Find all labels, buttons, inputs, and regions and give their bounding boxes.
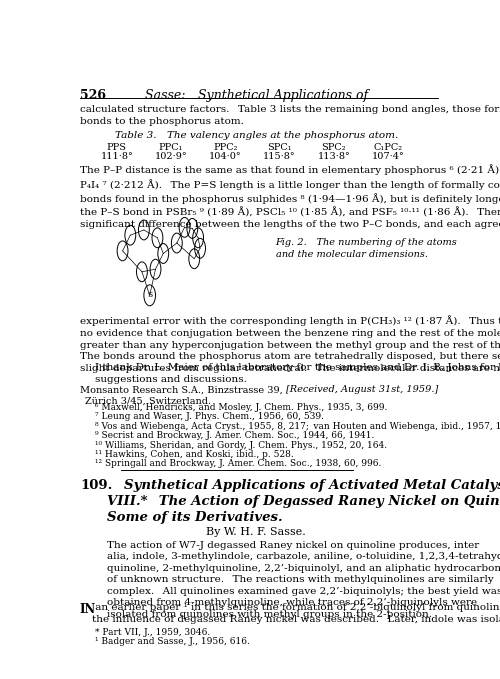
Text: By W. H. F. Sasse.: By W. H. F. Sasse. bbox=[206, 528, 306, 538]
Text: SPC₂: SPC₂ bbox=[322, 143, 346, 151]
Text: ¹¹ Hawkins, Cohen, and Koski, ibid., p. 528.: ¹¹ Hawkins, Cohen, and Koski, ibid., p. … bbox=[96, 450, 294, 459]
Text: 115·8°: 115·8° bbox=[263, 152, 296, 161]
Text: 111·8°: 111·8° bbox=[100, 152, 133, 161]
Text: SPC₁: SPC₁ bbox=[267, 143, 292, 151]
Text: PPS: PPS bbox=[107, 143, 127, 151]
Text: S: S bbox=[147, 291, 152, 299]
Text: ¹⁰ Williams, Sheridan, and Gordy, J. Chem. Phys., 1952, 20, 164.: ¹⁰ Williams, Sheridan, and Gordy, J. Che… bbox=[96, 441, 388, 449]
Text: 109.: 109. bbox=[80, 479, 112, 492]
Text: Monsanto Research S.A., Binzstrasse 39,
 Zürich 3/45, Switzerland.: Monsanto Research S.A., Binzstrasse 39, … bbox=[80, 385, 282, 406]
Text: ⁸ Vos and Wiebenga, Acta Cryst., 1955, 8, 217; van Houten and Wiebenga, ibid., 1: ⁸ Vos and Wiebenga, Acta Cryst., 1955, 8… bbox=[96, 422, 500, 431]
Text: The action of W7-J degassed Raney nickel on quinoline produces, inter
alia, indo: The action of W7-J degassed Raney nickel… bbox=[107, 541, 500, 619]
Text: [Received, August 31st, 1959.]: [Received, August 31st, 1959.] bbox=[286, 385, 438, 394]
Text: I thank Dr. L. Maier of this laboratory for the samples and Dr. I. B. Johns for : I thank Dr. L. Maier of this laboratory … bbox=[96, 363, 500, 384]
Text: ⁶ Maxwell, Hendricks, and Mosley, J. Chem. Phys., 1935, 3, 699.: ⁶ Maxwell, Hendricks, and Mosley, J. Che… bbox=[96, 403, 388, 412]
Text: 113·8°: 113·8° bbox=[318, 152, 350, 161]
Text: 104·0°: 104·0° bbox=[209, 152, 242, 161]
Text: 102·9°: 102·9° bbox=[154, 152, 188, 161]
Text: Synthetical Applications of Activated Metal Catalysts.  Part: Synthetical Applications of Activated Me… bbox=[124, 479, 500, 492]
Text: 107·4°: 107·4° bbox=[372, 152, 404, 161]
Text: IN: IN bbox=[80, 603, 96, 616]
Text: ⁹ Secrist and Brockway, J. Amer. Chem. Soc., 1944, 66, 1941.: ⁹ Secrist and Brockway, J. Amer. Chem. S… bbox=[96, 431, 375, 440]
Text: ⁷ Leung and Waser, J. Phys. Chem., 1956, 60, 539.: ⁷ Leung and Waser, J. Phys. Chem., 1956,… bbox=[96, 412, 324, 422]
Text: The P–P distance is the same as that found in elementary phosphorus ⁶ (2·21 Å) a: The P–P distance is the same as that fou… bbox=[80, 164, 500, 230]
Text: VIII.*  The Action of Degassed Raney Nickel on Quinoline and: VIII.* The Action of Degassed Raney Nick… bbox=[107, 495, 500, 508]
Text: PPC₁: PPC₁ bbox=[159, 143, 183, 151]
Text: PPC₂: PPC₂ bbox=[213, 143, 238, 151]
Text: Table 3.  The valency angles at the phosphorus atom.: Table 3. The valency angles at the phosp… bbox=[114, 131, 398, 140]
Text: ¹ Badger and Sasse, J., 1956, 616.: ¹ Badger and Sasse, J., 1956, 616. bbox=[96, 638, 250, 646]
Text: calculated structure factors.  Table 3 lists the remaining bond angles, those fo: calculated structure factors. Table 3 li… bbox=[80, 105, 500, 126]
Text: Fig. 2.  The numbering of the atoms
and the molecular dimensions.: Fig. 2. The numbering of the atoms and t… bbox=[276, 238, 458, 259]
Text: ¹² Springall and Brockway, J. Amer. Chem. Soc., 1938, 60, 996.: ¹² Springall and Brockway, J. Amer. Chem… bbox=[96, 460, 382, 469]
Text: experimental error with the corresponding length in P(CH₃)₃ ¹² (1·87 Å).  Thus t: experimental error with the correspondin… bbox=[80, 315, 500, 373]
Text: an earlier paper ¹ in this series the formation of 2,2’-biquinolyl from quinolin: an earlier paper ¹ in this series the fo… bbox=[92, 603, 500, 623]
Text: C₁PC₂: C₁PC₂ bbox=[374, 143, 402, 151]
Text: Sasse: Synthetical Applications of: Sasse: Synthetical Applications of bbox=[144, 90, 368, 103]
Text: Some of its Derivatives.: Some of its Derivatives. bbox=[107, 511, 282, 524]
Text: * Part VII, J., 1959, 3046.: * Part VII, J., 1959, 3046. bbox=[96, 628, 210, 637]
Text: 526: 526 bbox=[80, 90, 106, 103]
